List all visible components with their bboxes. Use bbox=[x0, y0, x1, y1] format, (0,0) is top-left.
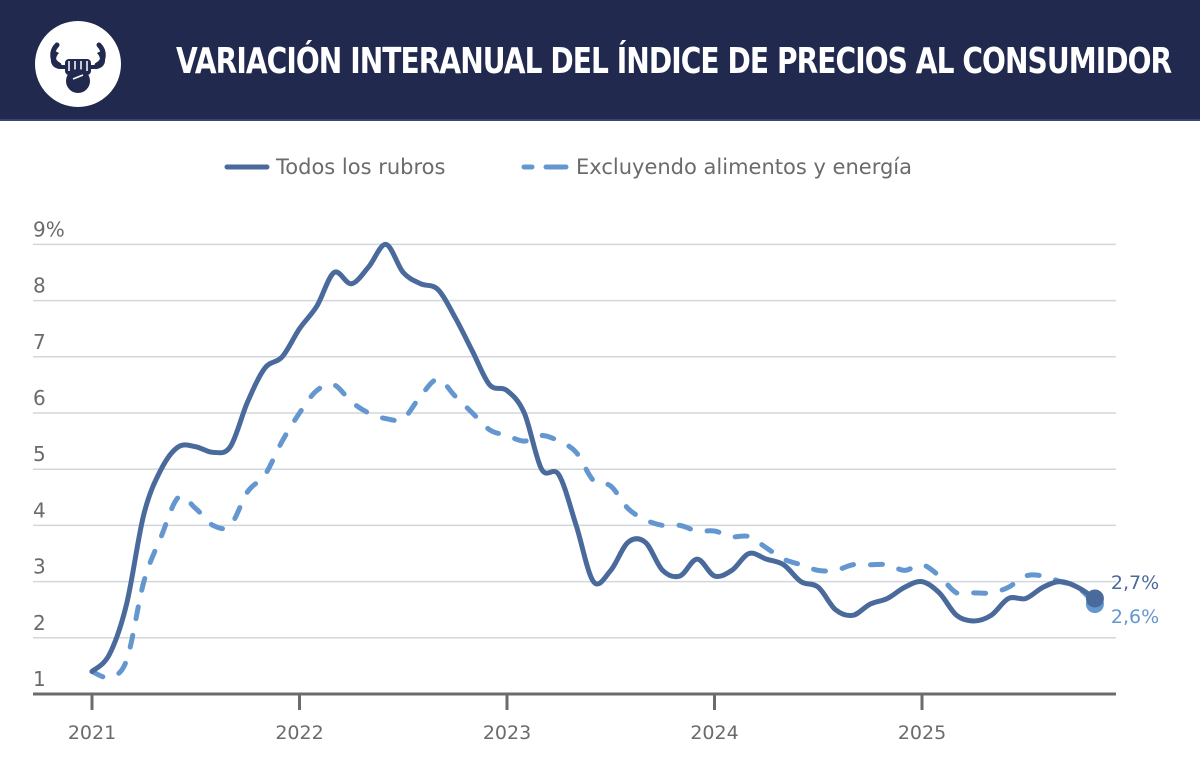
y-tick-label: 3 bbox=[33, 555, 46, 579]
y-tick-label: 2 bbox=[33, 611, 46, 635]
legend-item-core: Excluyendo alimentos y energía bbox=[520, 150, 912, 184]
series-line-todos-los-rubros bbox=[89, 241, 1098, 675]
series-line-excluyendo-alimentos-energia bbox=[89, 376, 1098, 680]
x-tick-label: 2022 bbox=[275, 722, 323, 744]
legend-swatch-solid bbox=[224, 164, 270, 170]
end-label-core: 2,6% bbox=[1111, 606, 1159, 628]
y-tick-label: 7 bbox=[33, 330, 46, 354]
y-tick-label: 8 bbox=[33, 274, 46, 298]
x-tick-label: 2025 bbox=[898, 722, 946, 744]
header-bar: VARIACIÓN INTERANUAL DEL ÍNDICE DE PRECI… bbox=[0, 0, 1200, 121]
chart-title: VARIACIÓN INTERANUAL DEL ÍNDICE DE PRECI… bbox=[176, 41, 1172, 82]
legend-swatch-dashed bbox=[521, 164, 569, 170]
y-tick-label: 1 bbox=[33, 667, 46, 691]
chart-legend: Todos los rubros Excluyendo alimentos y … bbox=[0, 150, 1200, 184]
legend-label-core: Excluyendo alimentos y energía bbox=[576, 155, 912, 179]
x-tick-label: 2021 bbox=[68, 722, 116, 744]
x-tick-label: 2024 bbox=[690, 722, 738, 744]
y-tick-label: 6 bbox=[33, 386, 46, 410]
bull-fist-icon bbox=[35, 21, 121, 107]
legend-item-todos: Todos los rubros bbox=[224, 150, 445, 184]
y-tick-label: 9% bbox=[33, 217, 65, 241]
end-label-todos: 2,7% bbox=[1111, 572, 1159, 594]
end-point-todos bbox=[1085, 589, 1104, 608]
y-tick-label: 5 bbox=[33, 442, 46, 466]
y-tick-label: 4 bbox=[33, 498, 46, 522]
legend-label-todos: Todos los rubros bbox=[276, 155, 446, 179]
x-tick-label: 2023 bbox=[483, 722, 531, 744]
